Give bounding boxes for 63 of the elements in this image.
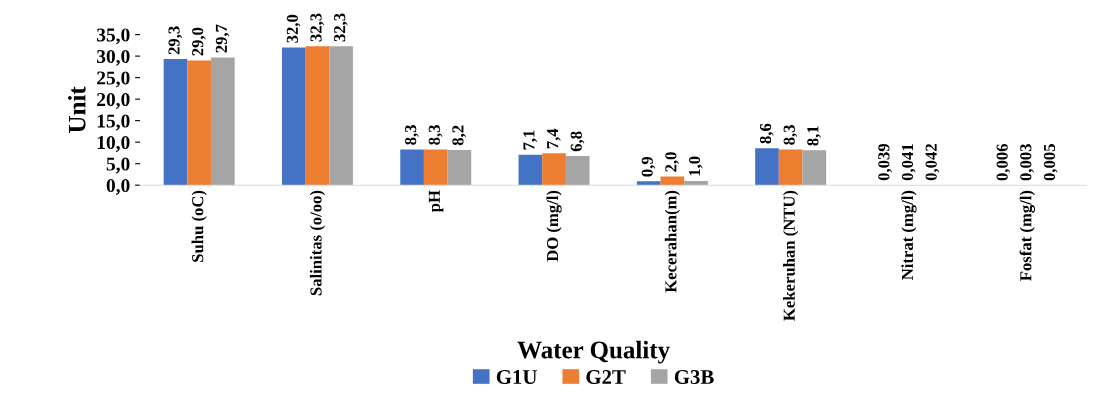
data-label: 8,6 [759,123,774,144]
data-label: 7,4 [547,128,561,149]
bar [518,154,543,186]
data-label: 0,041 [901,144,916,181]
x-tick-label: Salinitas (o/oo) [309,190,326,296]
x-axis-title: Water Quality [517,340,670,364]
bar [210,57,235,186]
data-label: 0,003 [1020,144,1034,181]
x-tick-label: Fosfat (mg/l) [1019,190,1035,281]
bar [423,149,448,186]
y-tick-label: 0,0 [106,179,130,195]
bar [400,149,424,186]
y-tick-label: 15,0 [97,114,130,131]
data-label: 32,3 [334,13,348,42]
data-label: 32,0 [286,14,301,43]
bar [163,59,188,186]
y-tick-label: 10,0 [97,135,130,152]
bar [329,46,353,186]
y-tick-label: 35,0 [96,28,130,45]
data-label: 29,3 [168,26,183,55]
bar [755,148,779,186]
bar [636,181,661,186]
data-label: 32,3 [310,13,325,42]
data-label: 8,2 [452,125,466,146]
data-label: 0,005 [1043,144,1058,181]
legend-label: G1U [496,370,537,385]
data-label: 2,0 [665,152,679,172]
data-label: 29,7 [215,24,230,53]
data-label: 0,9 [641,156,656,177]
data-label: 8,3 [783,125,798,145]
bar [778,149,803,186]
y-tick-label: 5,0 [106,157,130,174]
x-tick-label: Nitrat (mg/l) [901,190,917,280]
bar [802,150,827,186]
data-label: 29,0 [192,27,206,56]
data-label: 8,3 [428,125,443,145]
bar [660,176,685,186]
y-tick-label: 25,0 [97,71,130,88]
y-axis-title: Unit [68,86,86,133]
y-tick-label: 30,0 [96,49,130,66]
legend-label: G2T [586,370,626,385]
data-label: 0,006 [996,143,1011,181]
x-tick-label: pH [428,190,444,213]
data-label: 7,1 [523,130,537,150]
legend-label: G3B [674,370,714,385]
data-label: 0,039 [878,143,892,181]
bar [187,60,211,186]
x-tick-label: Kecerahan(m) [664,190,680,293]
data-label: 1,0 [688,156,703,176]
data-label: 8,3 [405,125,419,145]
x-tick-label: DO (mg/l) [546,190,562,262]
data-label: 6,8 [570,131,585,152]
bar [281,47,306,186]
x-tick-label: Kekeruhan (NTU) [783,190,799,321]
data-label: 0,042 [925,144,940,181]
data-label: 8,1 [807,126,821,146]
bar [305,46,330,186]
bar [684,180,708,186]
bar [565,155,590,186]
y-tick-label: 20,0 [97,92,130,109]
x-tick-label: Suhu (oC) [191,190,207,262]
bar [447,149,472,186]
bar [542,153,566,186]
